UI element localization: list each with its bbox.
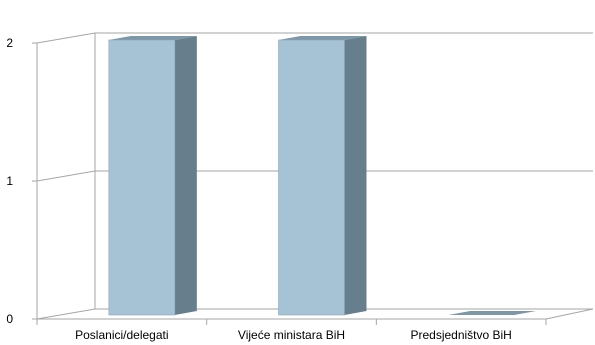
y-tick-label: 0: [6, 312, 13, 326]
gridline-diag: [36, 170, 96, 182]
y-tick-label: 2: [6, 36, 13, 50]
bar-flat: [448, 311, 537, 315]
bar-3: [448, 311, 537, 315]
bar-1: [108, 36, 197, 316]
bar-top: [278, 36, 367, 40]
bar-2: [278, 36, 367, 316]
floor-edge-left: [36, 308, 96, 320]
x-tick-label: Poslanici/delegati: [75, 328, 168, 342]
y-tick-labels: 0 1 2: [6, 36, 13, 326]
bar-top: [108, 36, 197, 40]
x-tick-labels: Poslanici/delegati Vijeće ministara BiH Pr…: [75, 328, 512, 342]
bar-side: [344, 36, 367, 315]
bar-front: [278, 39, 345, 316]
bars: [108, 36, 537, 316]
x-tick-label: Vijeće ministara BiH: [238, 328, 345, 342]
y-tick-label: 1: [6, 174, 13, 188]
bar-front: [108, 39, 176, 316]
bar-side: [174, 36, 197, 315]
x-tick-label: Predsjedništvo BiH: [410, 328, 511, 342]
gridline-diag: [36, 32, 96, 44]
floor-edge-right: [545, 308, 594, 320]
